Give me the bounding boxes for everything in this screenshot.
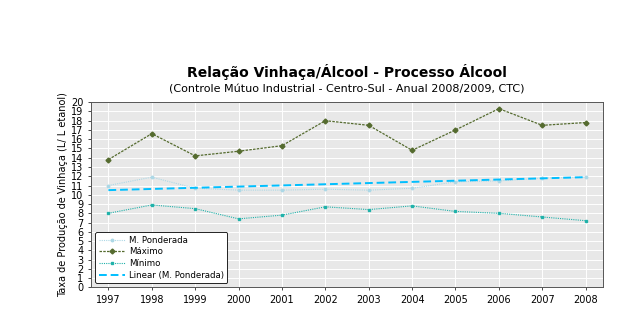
Text: (Controle Mútuo Industrial - Centro-Sul - Anual 2008/2009, CTC): (Controle Mútuo Industrial - Centro-Sul … (169, 85, 525, 95)
Text: Relação Vinhaça/Álcool - Processo Álcool: Relação Vinhaça/Álcool - Processo Álcool (187, 64, 507, 80)
Mínimo (192, 207, 199, 211)
Máximo (192, 154, 199, 158)
M. Ponderada (278, 188, 286, 192)
Legend: M. Ponderada, Máximo, Mínimo, Linear (M. Ponderada): M. Ponderada, Máximo, Mínimo, Linear (M.… (95, 232, 227, 283)
M. Ponderada (321, 187, 329, 191)
Mínimo (452, 210, 459, 213)
Mínimo (104, 212, 112, 215)
Linear (M. Ponderada) (408, 180, 416, 184)
Line: Linear (M. Ponderada): Linear (M. Ponderada) (108, 177, 586, 190)
M. Ponderada (408, 186, 416, 190)
Linear (M. Ponderada) (192, 186, 199, 190)
M. Ponderada (104, 184, 112, 188)
Mínimo (408, 204, 416, 208)
M. Ponderada (192, 186, 199, 190)
M. Ponderada (365, 188, 373, 192)
Line: Mínimo: Mínimo (107, 204, 587, 222)
Linear (M. Ponderada) (582, 175, 590, 179)
Máximo (235, 149, 242, 153)
Máximo (365, 124, 373, 127)
M. Ponderada (148, 175, 156, 179)
Linear (M. Ponderada) (538, 176, 546, 180)
M. Ponderada (452, 180, 459, 184)
Mínimo (278, 213, 286, 217)
Line: M. Ponderada: M. Ponderada (107, 176, 587, 191)
Mínimo (321, 205, 329, 209)
M. Ponderada (538, 176, 546, 180)
Máximo (148, 132, 156, 136)
Linear (M. Ponderada) (235, 185, 242, 188)
Mínimo (495, 212, 502, 215)
Máximo (452, 128, 459, 132)
Mínimo (365, 208, 373, 212)
Mínimo (538, 215, 546, 219)
Line: Máximo: Máximo (107, 107, 587, 161)
Y-axis label: Taxa de Produção de Vinhaça (L/ L etanol): Taxa de Produção de Vinhaça (L/ L etanol… (58, 92, 68, 297)
Linear (M. Ponderada) (104, 188, 112, 192)
Máximo (495, 107, 502, 111)
M. Ponderada (582, 175, 590, 179)
Linear (M. Ponderada) (321, 182, 329, 186)
Mínimo (582, 219, 590, 223)
Máximo (321, 119, 329, 123)
Máximo (538, 124, 546, 127)
Linear (M. Ponderada) (365, 181, 373, 185)
Linear (M. Ponderada) (278, 183, 286, 187)
Máximo (278, 144, 286, 148)
Linear (M. Ponderada) (452, 179, 459, 183)
Mínimo (148, 203, 156, 207)
Linear (M. Ponderada) (148, 187, 156, 191)
Linear (M. Ponderada) (495, 178, 502, 181)
Máximo (582, 121, 590, 124)
Máximo (104, 158, 112, 162)
Máximo (408, 148, 416, 152)
M. Ponderada (495, 179, 502, 183)
Mínimo (235, 217, 242, 221)
M. Ponderada (235, 188, 242, 192)
